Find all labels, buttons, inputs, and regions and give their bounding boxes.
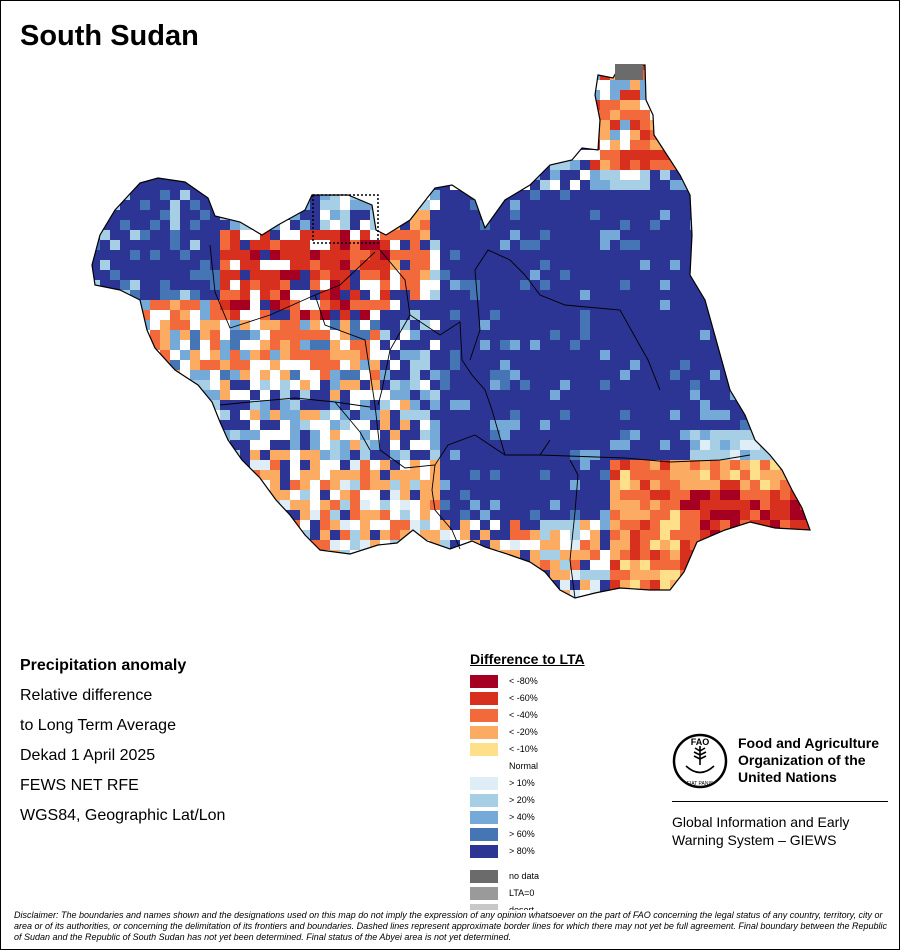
legend-label: Normal [509,761,539,771]
legend-swatch [470,743,498,756]
legend-row: > 40% [470,809,650,826]
emblem-motto: FIAT PANIS [687,781,714,787]
abyei-area-border [312,194,379,244]
legend-label: < -60% [509,693,538,703]
info-heading: Precipitation anomaly [20,657,187,674]
legend-extra-label: LTA=0 [509,888,535,898]
fao-name-line3: United Nations [738,769,837,785]
legend-extra-label: no data [509,871,540,881]
info-line1: Relative difference [20,687,153,704]
legend-row: < -10% [470,741,650,758]
legend-label: < -40% [509,710,538,720]
logo-divider [672,801,888,802]
legend-swatch [470,777,498,790]
legend-extra-row: LTA=0 [470,885,650,902]
legend-row: > 20% [470,792,650,809]
map-title: South Sudan [20,20,199,52]
fao-name-line1: Food and Agriculture [738,735,880,751]
legend-swatch [470,794,498,807]
legend-label: > 80% [509,846,535,856]
state-boundaries [209,244,751,599]
map-legend: Difference to LTA < -80% < -60% < -40% < -2… [470,651,650,919]
legend-extra-swatch [470,870,498,883]
fao-name-line2: Organization of the [738,752,866,768]
legend-classes: < -80% < -60% < -40% < -20% < -10% Normal > 10… [470,673,650,860]
legend-label: > 10% [509,778,535,788]
giews-line1: Global Information and Early [672,814,850,830]
legend-label: < -80% [509,676,538,686]
legend-row: < -80% [470,673,650,690]
map-info: Precipitation anomaly Relative differenc… [20,656,420,836]
legend-swatch [470,811,498,824]
legend-row: > 60% [470,826,650,843]
south-sudan-anomaly-map [91,64,811,599]
legend-swatch [470,726,498,739]
legend-row: < -20% [470,724,650,741]
legend-swatch [470,692,498,705]
info-period: Dekad 1 April 2025 [20,747,156,764]
legend-title: Difference to LTA [470,651,585,667]
legend-extra-row: no data [470,868,650,885]
legend-label: > 20% [509,795,535,805]
info-source: FEWS NET RFE [20,777,139,794]
giews-line2: Warning System – GIEWS [672,832,837,848]
info-projection: WGS84, Geographic Lat/Lon [20,807,226,824]
legend-extra-swatch [470,887,498,900]
giews-name: Global Information and Early Warning Sys… [672,813,888,849]
legend-label: > 40% [509,812,535,822]
legend-label: > 60% [509,829,535,839]
legend-swatch [470,845,498,858]
info-line2: to Long Term Average [20,717,176,734]
legend-row: Normal [470,758,650,775]
legend-row: < -40% [470,707,650,724]
emblem-text: FAO [691,737,710,747]
legend-swatch [470,709,498,722]
legend-row: < -60% [470,690,650,707]
no-data-patch [615,64,643,80]
legend-swatch [470,828,498,841]
anomaly-raster [92,65,810,598]
legend-row: > 10% [470,775,650,792]
fao-name: Food and Agriculture Organization of the… [738,735,898,786]
legend-swatch [470,675,498,688]
legend-label: < -10% [509,744,538,754]
legend-label: < -20% [509,727,538,737]
legend-row: > 80% [470,843,650,860]
disclaimer-text: Disclaimer: The boundaries and names sho… [14,910,888,943]
legend-swatch [470,760,498,773]
fao-emblem-icon: FAO FIAT PANIS [672,733,728,789]
